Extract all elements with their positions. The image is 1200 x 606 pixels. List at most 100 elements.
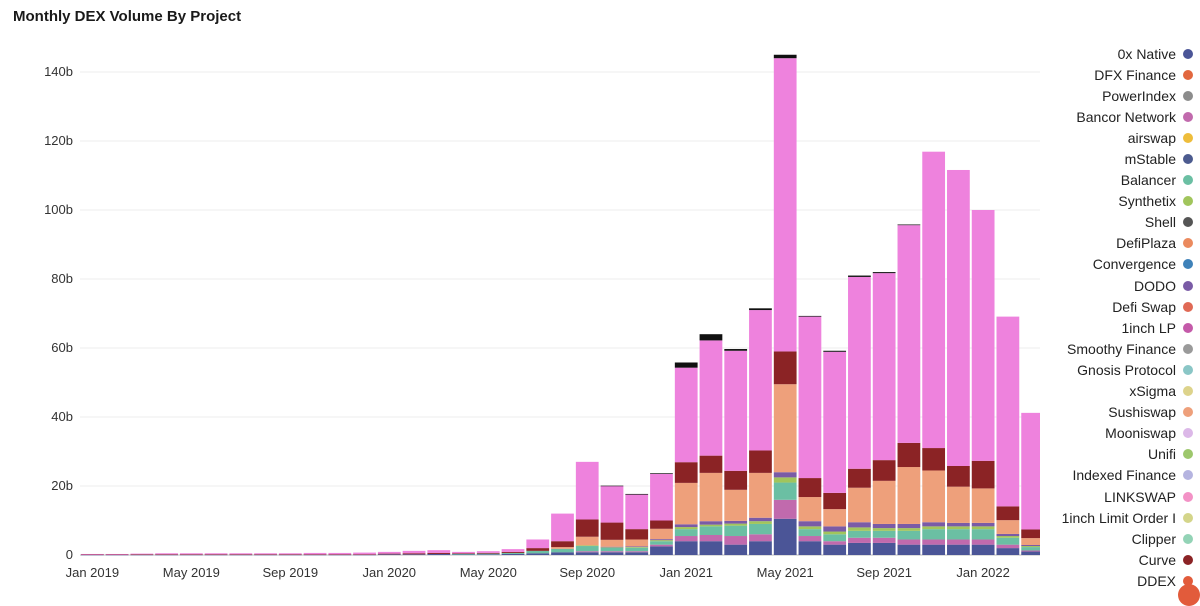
bar-segment-dodo[interactable] [699, 521, 723, 525]
bar-segment-uniswap[interactable] [724, 350, 748, 471]
bar-segment-dodo[interactable] [922, 522, 946, 527]
bar-mar-2020[interactable] [427, 550, 451, 555]
bar-nov-2020[interactable] [625, 493, 649, 555]
bar-segment-bancor-network[interactable] [749, 534, 772, 542]
bar-segment-curve[interactable] [526, 548, 550, 551]
legend-item-smoothy-finance[interactable]: Smoothy Finance [1045, 338, 1193, 359]
bar-segment-0x-native[interactable] [575, 552, 599, 555]
bar-nov-2021[interactable] [922, 151, 946, 555]
bar-segment-sushiswap[interactable] [996, 520, 1020, 534]
bar-mar-2021[interactable] [724, 349, 748, 555]
bar-segment-curve[interactable] [377, 553, 401, 555]
legend-item-clipper[interactable]: Clipper [1045, 528, 1193, 549]
bar-segment-synthetix[interactable] [773, 477, 797, 483]
bar-segment-balancer[interactable] [872, 530, 896, 538]
bar-nov-2019[interactable] [328, 552, 352, 556]
bar-segment-0x-native[interactable] [823, 544, 847, 555]
bar-segment-0x-native[interactable] [254, 554, 277, 556]
legend-item-gnosis-protocol[interactable]: Gnosis Protocol [1045, 359, 1193, 380]
legend-item-linkswap[interactable]: LINKSWAP [1045, 486, 1193, 507]
legend-item-dodo[interactable]: DODO [1045, 275, 1193, 296]
bar-segment-bancor-network[interactable] [1021, 550, 1040, 552]
bar-segment-curve[interactable] [724, 470, 748, 490]
legend-item-curve[interactable]: Curve [1045, 549, 1193, 570]
bar-segment-uniswap[interactable] [427, 550, 451, 553]
legend-item-xsigma[interactable]: xSigma [1045, 381, 1193, 402]
bar-apr-2019[interactable] [155, 553, 178, 556]
bar-segment-dodo[interactable] [848, 522, 871, 528]
bar-segment-balancer[interactable] [699, 526, 723, 535]
bar-segment-0x-native[interactable] [947, 544, 970, 555]
bar-segment-uniswap[interactable] [1021, 412, 1040, 530]
bar-segment-balancer[interactable] [996, 537, 1020, 545]
bar-jul-2019[interactable] [229, 553, 253, 556]
bar-segment-synthetix[interactable] [798, 526, 822, 530]
bar-segment-other[interactable] [823, 350, 847, 352]
bar-segment-dodo[interactable] [600, 546, 624, 548]
legend-item-mooniswap[interactable]: Mooniswap [1045, 423, 1193, 444]
bar-segment-dodo[interactable] [947, 522, 970, 527]
bar-segment-0x-native[interactable] [749, 541, 772, 555]
bar-jan-2021[interactable] [674, 362, 698, 555]
bar-jul-2021[interactable] [823, 350, 847, 555]
bar-segment-curve[interactable] [1021, 529, 1040, 539]
bar-segment-sushiswap[interactable] [749, 472, 772, 518]
bar-segment-sushiswap[interactable] [575, 536, 599, 546]
bar-segment-bancor-network[interactable] [625, 551, 649, 553]
bar-segment-uniswap[interactable] [229, 553, 253, 555]
bar-segment-0x-native[interactable] [674, 541, 698, 555]
bar-segment-bancor-network[interactable] [897, 539, 921, 545]
bar-segment-dodo[interactable] [996, 533, 1020, 537]
bar-segment-synthetix[interactable] [897, 528, 921, 531]
bar-segment-0x-native[interactable] [773, 518, 797, 555]
bar-segment-sushiswap[interactable] [773, 384, 797, 473]
legend-item-dfx-finance[interactable]: DFX Finance [1045, 64, 1193, 85]
bar-segment-0x-native[interactable] [328, 554, 352, 556]
bar-segment-uniswap[interactable] [650, 473, 673, 521]
bar-segment-synthetix[interactable] [971, 526, 995, 530]
legend-item-defiplaza[interactable]: DefiPlaza [1045, 233, 1193, 254]
bar-segment-uniswap[interactable] [476, 551, 500, 553]
bar-segment-synthetix[interactable] [724, 523, 748, 526]
bar-apr-2020[interactable] [452, 551, 475, 555]
bar-segment-balancer[interactable] [773, 482, 797, 500]
bar-segment-curve[interactable] [105, 554, 129, 555]
bar-segment-uniswap[interactable] [971, 210, 995, 461]
bar-jun-2021[interactable] [798, 315, 822, 555]
bar-segment-curve[interactable] [773, 351, 797, 385]
bar-segment-curve[interactable] [947, 465, 970, 487]
bar-segment-curve[interactable] [328, 554, 352, 555]
bar-segment-0x-native[interactable] [848, 542, 871, 555]
bar-segment-balancer[interactable] [823, 534, 847, 542]
bar-segment-0x-native[interactable] [278, 554, 302, 556]
bar-segment-synthetix[interactable] [823, 531, 847, 535]
bar-segment-synthetix[interactable] [848, 527, 871, 531]
bar-segment-0x-native[interactable] [699, 541, 723, 555]
bar-segment-0x-native[interactable] [179, 554, 203, 556]
bar-segment-uniswap[interactable] [798, 316, 822, 479]
bar-segment-curve[interactable] [229, 554, 253, 555]
bar-segment-bancor-network[interactable] [848, 537, 871, 543]
bar-may-2021[interactable] [773, 54, 797, 555]
bar-feb-2021[interactable] [699, 334, 723, 555]
bar-segment-0x-native[interactable] [526, 553, 550, 555]
bar-segment-0x-native[interactable] [353, 554, 376, 556]
bar-segment-sushiswap[interactable] [650, 528, 673, 540]
bar-segment-0x-native[interactable] [551, 552, 574, 555]
bar-segment-dodo[interactable] [823, 526, 847, 532]
bar-segment-synthetix[interactable] [749, 521, 772, 524]
legend-item-ddex[interactable]: DDEX [1045, 570, 1193, 591]
bar-segment-curve[interactable] [80, 554, 104, 555]
bar-aug-2021[interactable] [848, 275, 871, 555]
bar-segment-other[interactable] [625, 493, 649, 495]
bar-segment-balancer[interactable] [674, 529, 698, 537]
bar-feb-2022[interactable] [996, 316, 1020, 555]
bar-segment-curve[interactable] [155, 554, 178, 555]
bar-segment-balancer[interactable] [897, 530, 921, 540]
bar-segment-0x-native[interactable] [625, 552, 649, 555]
legend-item-convergence[interactable]: Convergence [1045, 254, 1193, 275]
bar-segment-0x-native[interactable] [872, 542, 896, 555]
bar-segment-0x-native[interactable] [476, 554, 500, 555]
bar-segment-uniswap[interactable] [80, 553, 104, 555]
bar-jul-2020[interactable] [526, 539, 550, 555]
